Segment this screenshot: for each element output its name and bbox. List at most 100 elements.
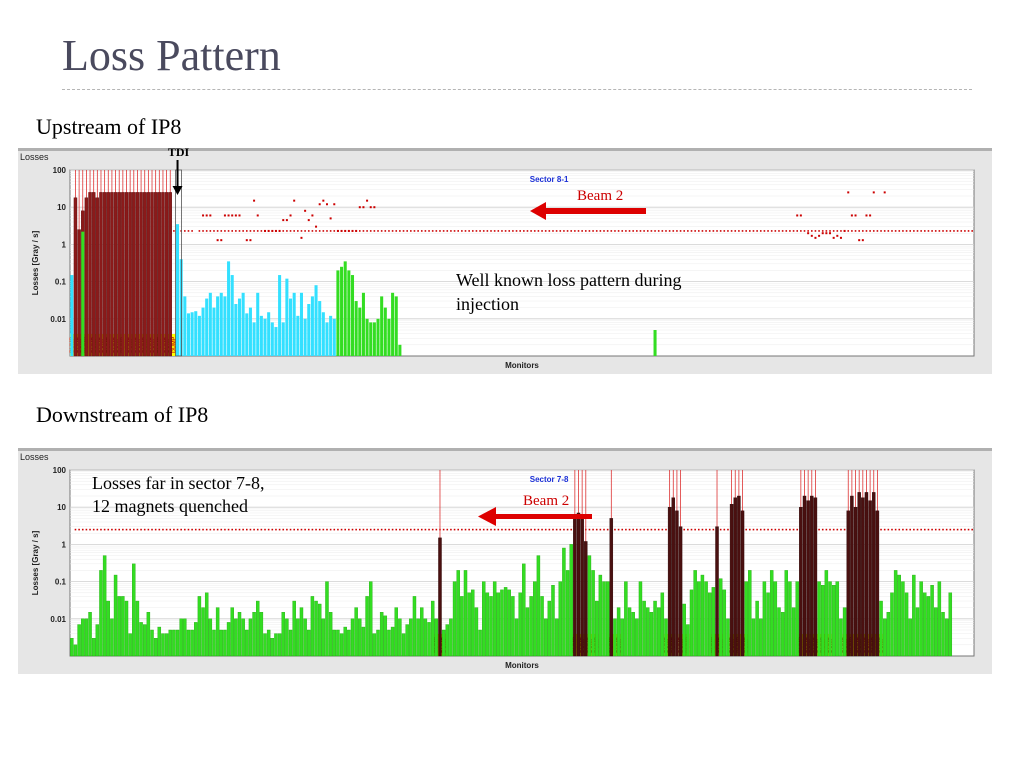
threshold-mark bbox=[923, 230, 926, 232]
dark-bar bbox=[117, 192, 121, 357]
green-bar bbox=[722, 589, 727, 657]
threshold-mark bbox=[971, 230, 973, 232]
green-bar bbox=[543, 618, 548, 657]
green-bar bbox=[591, 570, 595, 657]
green-bar bbox=[391, 292, 395, 356]
dark-bar bbox=[113, 192, 118, 357]
green-bar bbox=[718, 578, 723, 657]
threshold-mark bbox=[242, 528, 244, 531]
threshold-mark bbox=[373, 528, 376, 531]
threshold-mark bbox=[894, 528, 897, 531]
green-bar bbox=[791, 607, 796, 657]
green-bar bbox=[686, 624, 690, 657]
threshold-mark bbox=[909, 230, 912, 232]
threshold-mark bbox=[184, 528, 186, 531]
green-bar bbox=[627, 607, 632, 657]
loss-dot bbox=[223, 214, 226, 217]
dark-bar bbox=[799, 507, 803, 657]
threshold-mark bbox=[125, 528, 128, 531]
green-bar bbox=[551, 585, 555, 657]
threshold-mark bbox=[435, 230, 438, 232]
threshold-mark bbox=[745, 528, 747, 531]
threshold-mark bbox=[169, 528, 172, 531]
dark-bar bbox=[806, 500, 810, 657]
green-bar bbox=[274, 633, 278, 657]
threshold-mark bbox=[956, 528, 959, 531]
dark-bar bbox=[164, 192, 169, 357]
cyan-bar bbox=[245, 313, 249, 356]
threshold-mark bbox=[512, 528, 514, 531]
threshold-mark bbox=[821, 528, 824, 531]
green-bar bbox=[256, 600, 260, 657]
green-bar bbox=[944, 618, 949, 657]
dark-bar bbox=[715, 526, 719, 657]
threshold-mark bbox=[851, 230, 853, 232]
green-bar bbox=[172, 629, 176, 657]
threshold-mark bbox=[464, 528, 467, 531]
loss-dot bbox=[358, 206, 361, 209]
threshold-mark bbox=[227, 230, 230, 232]
green-bar bbox=[908, 618, 912, 657]
threshold-mark bbox=[140, 528, 142, 531]
cyan-bar bbox=[227, 261, 231, 356]
cyan-bar bbox=[263, 318, 267, 356]
green-bar bbox=[70, 638, 74, 657]
threshold-mark bbox=[512, 230, 514, 232]
threshold-mark bbox=[814, 230, 817, 232]
threshold-mark bbox=[552, 230, 554, 232]
loss-dot bbox=[825, 232, 828, 235]
green-bar bbox=[518, 592, 522, 657]
threshold-mark bbox=[282, 230, 285, 232]
threshold-mark bbox=[457, 230, 460, 232]
green-bar bbox=[824, 570, 829, 657]
threshold-mark bbox=[519, 230, 521, 232]
dark-bar bbox=[678, 526, 683, 657]
dark-bar bbox=[872, 492, 876, 657]
green-bar bbox=[930, 585, 934, 657]
loss-dot bbox=[227, 214, 230, 217]
green-bar bbox=[485, 592, 490, 657]
threshold-mark bbox=[781, 528, 784, 531]
threshold-mark bbox=[942, 528, 944, 531]
loss-dot bbox=[847, 191, 850, 194]
dark-bar bbox=[729, 504, 734, 657]
x-axis-label: Monitors bbox=[505, 661, 539, 670]
threshold-mark bbox=[759, 230, 762, 232]
green-bar bbox=[726, 618, 730, 657]
cyan-bar bbox=[208, 292, 212, 356]
threshold-mark bbox=[632, 230, 634, 232]
green-bar bbox=[204, 592, 209, 657]
threshold-mark bbox=[220, 230, 223, 232]
threshold-mark bbox=[282, 528, 285, 531]
threshold-mark bbox=[825, 230, 828, 232]
threshold-mark bbox=[639, 230, 642, 232]
dark-bar bbox=[846, 510, 850, 657]
threshold-mark bbox=[676, 230, 678, 232]
green-bar bbox=[492, 581, 497, 657]
annotation-line-1: Well known loss pattern during bbox=[456, 270, 682, 290]
threshold-mark bbox=[213, 528, 215, 531]
threshold-mark bbox=[366, 230, 368, 232]
threshold-mark bbox=[949, 528, 952, 531]
threshold-mark bbox=[471, 230, 474, 232]
threshold-mark bbox=[592, 528, 594, 531]
threshold-mark bbox=[832, 230, 835, 232]
upstream-loss-chart: Losses 100 10 1 0.1 0.01 Losses [Gray / s] Moni… bbox=[18, 148, 992, 374]
green-bar bbox=[336, 270, 340, 356]
y-tick-label: 100 bbox=[53, 166, 67, 175]
threshold-mark bbox=[315, 230, 317, 232]
green-bar bbox=[748, 570, 752, 657]
dark-bar bbox=[168, 192, 172, 357]
threshold-mark bbox=[326, 528, 328, 531]
green-bar bbox=[700, 574, 705, 657]
dark-bar bbox=[853, 507, 858, 657]
threshold-mark bbox=[497, 528, 500, 531]
threshold-mark bbox=[719, 528, 722, 531]
threshold-mark bbox=[191, 528, 193, 531]
threshold-mark bbox=[756, 230, 758, 232]
cyan-bar bbox=[292, 292, 296, 356]
green-bar bbox=[361, 292, 365, 356]
green-bar bbox=[314, 600, 318, 657]
threshold-mark bbox=[213, 230, 215, 232]
threshold-mark bbox=[100, 528, 102, 531]
